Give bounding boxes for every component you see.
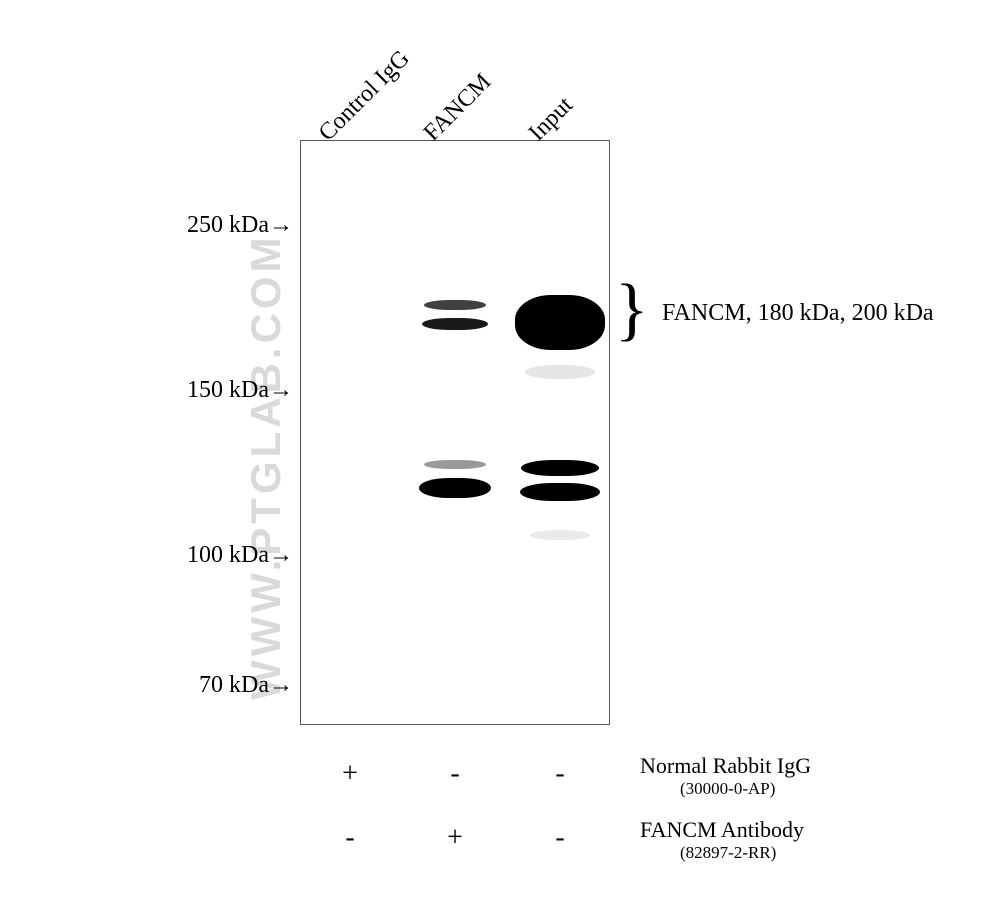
band-input-upper-blob [515,295,605,350]
watermark-text: WWW.PTGLAB.COM [242,233,290,700]
pm-r2-c3: - [545,822,575,854]
band-input-smear1 [525,365,595,379]
band-fancm-mid [419,478,491,498]
reagent-2-sublabel: (82897-2-RR) [680,843,776,863]
mw-250: 250 kDa→ [158,212,293,239]
lane-label-control: Control IgG [314,45,416,147]
band-input-mid2 [520,483,600,501]
pm-r1-c2: - [440,758,470,790]
pm-r2-c1: - [335,822,365,854]
pm-r1-c3: - [545,758,575,790]
pm-r1-c1: + [335,758,365,790]
band-fancm-upper2 [422,318,488,330]
band-input-smear2 [530,530,590,540]
mw-150: 150 kDa→ [158,377,293,404]
lane-label-fancm: FANCM [419,69,497,147]
reagent-1-sublabel: (30000-0-AP) [680,779,775,799]
brace-icon: } [615,275,649,345]
mw-70: 70 kDa→ [170,672,293,699]
band-fancm-upper1 [424,300,486,310]
reagent-2-label: FANCM Antibody [640,817,804,843]
mw-100: 100 kDa→ [158,542,293,569]
pm-r2-c2: + [440,822,470,854]
band-fancm-mid-faint [424,460,486,469]
blot-membrane [300,140,610,725]
reagent-1-label: Normal Rabbit IgG [640,753,811,779]
figure-canvas: WWW.PTGLAB.COM Control IgG FANCM Input 2… [0,0,1000,903]
band-annotation: FANCM, 180 kDa, 200 kDa [662,300,934,327]
band-input-mid1 [521,460,599,476]
lane-label-input: Input [524,92,579,147]
